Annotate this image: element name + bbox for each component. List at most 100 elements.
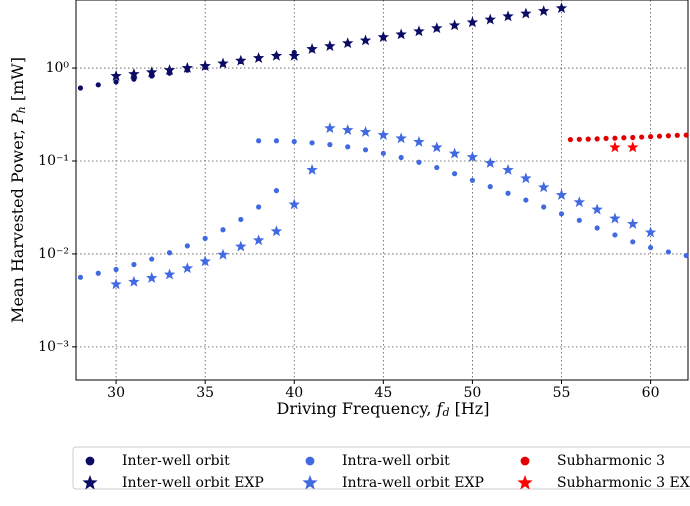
star-marker [537,181,550,193]
x-label-symbol: f [436,399,446,418]
dot-marker [291,138,297,145]
dot-marker [469,177,476,183]
star-marker [520,172,532,184]
dot-marker [523,197,529,203]
star-marker [644,226,657,238]
dot-marker [674,132,680,138]
star-marker [377,31,390,43]
legend-label: Intra-well orbit [342,453,450,469]
dot-marker [594,225,600,231]
star-marker [359,126,372,137]
star-marker [502,164,514,175]
dot-marker [487,184,493,190]
legend-marker [520,456,530,466]
star-marker [555,189,568,200]
legend-label: Inter-well orbit EXP [122,475,264,491]
dot-marker [541,204,547,210]
legend-marker [85,456,95,466]
star-marker [288,198,300,210]
dot-marker [256,138,262,144]
x-tick-label: 45 [374,385,392,401]
dot-marker [220,227,226,233]
legend-label: Inter-well orbit [122,453,230,469]
dot-marker [95,82,101,88]
star-marker [627,217,639,229]
star-marker [324,40,336,52]
star-marker [448,19,461,31]
star-marker [181,262,194,274]
dot-marker [665,133,672,139]
dot-marker [647,134,654,140]
dot-marker [131,261,137,268]
dot-marker [77,274,84,280]
y-tick-label: 10⁰ [46,60,70,76]
star-marker [448,147,461,159]
dot-marker [567,136,574,143]
star-marker [306,164,318,175]
star-marker [217,248,229,260]
star-marker [359,34,372,46]
star-marker [413,136,425,147]
star-marker [609,212,621,224]
dot-marker [434,164,440,171]
dot-marker [603,135,609,142]
dot-marker [113,266,119,273]
y-axis-label: Mean Harvested Power, Ph [mW] [8,57,29,323]
star-marker [431,141,443,153]
star-marker [324,122,336,134]
plot-frame [75,0,689,381]
dot-marker [149,256,155,262]
star-marker [537,5,550,16]
dot-marker [639,134,645,140]
x-label-unit: [Hz] [449,399,489,418]
star-marker [377,129,390,140]
dot-marker [398,154,404,161]
dot-marker [166,250,173,256]
star-marker [146,66,158,78]
dot-marker [256,204,262,210]
star-marker [306,43,318,54]
star-marker [128,68,140,80]
dot-marker [309,140,315,146]
star-marker [217,57,229,69]
dot-marker [558,211,565,217]
dot-marker [665,249,672,255]
star-marker [235,54,247,66]
dot-marker [656,133,663,139]
dot-marker [77,85,84,91]
star-marker [235,240,247,252]
star-marker [270,49,283,61]
legend-marker [302,475,318,490]
dot-marker [452,171,458,177]
dot-marker [594,136,600,142]
dot-marker [612,232,618,238]
star-marker [270,225,283,237]
star-marker [484,13,496,25]
star-marker [110,70,122,81]
legend-label: Subharmonic 3 EXP [557,475,690,491]
dot-marker [647,244,654,251]
star-marker [609,141,621,153]
y-label-unit: [mW] [8,57,27,106]
star-marker [342,124,354,135]
dot-marker [327,142,333,148]
legend-label: Intra-well orbit EXP [342,475,484,491]
star-marker [342,37,354,49]
dot-marker [576,217,582,223]
star-marker [591,203,603,215]
x-label-text: Driving Frequency, [277,399,437,418]
star-marker [146,272,158,283]
dot-marker [95,270,101,276]
star-marker [431,22,443,34]
y-tick-label: 10⁻¹ [38,153,69,169]
star-marker [466,16,479,28]
legend-label: Subharmonic 3 [557,453,665,469]
y-tick-label: 10⁻² [38,246,69,262]
star-marker [555,2,568,14]
dot-marker [630,239,636,245]
dot-marker [362,147,369,153]
star-marker [181,62,194,73]
dot-marker [585,136,591,142]
star-marker [163,268,176,280]
legend-marker [82,475,98,490]
